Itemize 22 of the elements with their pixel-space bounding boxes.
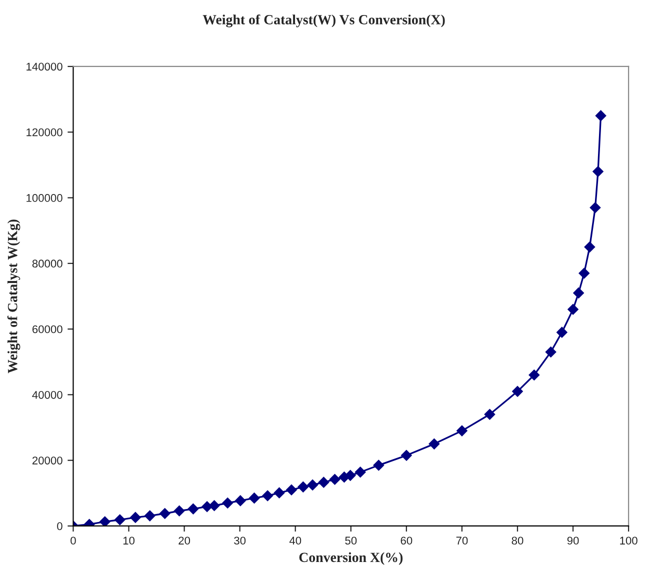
y-axis-title: Weight of Catalyst W(Kg) <box>7 220 20 374</box>
chart-title: Weight of Catalyst(W) Vs Conversion(X) <box>202 14 445 28</box>
x-axis-title: Conversion X(%) <box>299 552 403 565</box>
x-tick-label: 40 <box>289 536 302 545</box>
y-tick-label: 120000 <box>26 128 62 136</box>
x-tick-label: 90 <box>567 536 579 545</box>
y-tick-label: 140000 <box>26 62 62 71</box>
y-tick-label: 80000 <box>32 260 62 268</box>
x-tick-label: 100 <box>620 536 638 545</box>
x-tick-label: 70 <box>456 536 468 545</box>
y-tick-label: 0 <box>57 522 62 530</box>
x-tick-label: 80 <box>512 536 524 545</box>
x-tick-label: 0 <box>70 536 76 545</box>
y-tick-label: 100000 <box>26 194 62 202</box>
y-tick-label: 40000 <box>32 390 62 399</box>
x-tick-label: 30 <box>234 536 246 545</box>
x-tick-label: 10 <box>123 536 135 545</box>
y-tick-label: 20000 <box>32 456 62 464</box>
y-tick-label: 60000 <box>32 325 62 334</box>
x-tick-label: 50 <box>345 536 357 545</box>
x-tick-label: 60 <box>400 536 412 545</box>
x-tick-label: 20 <box>178 536 190 545</box>
